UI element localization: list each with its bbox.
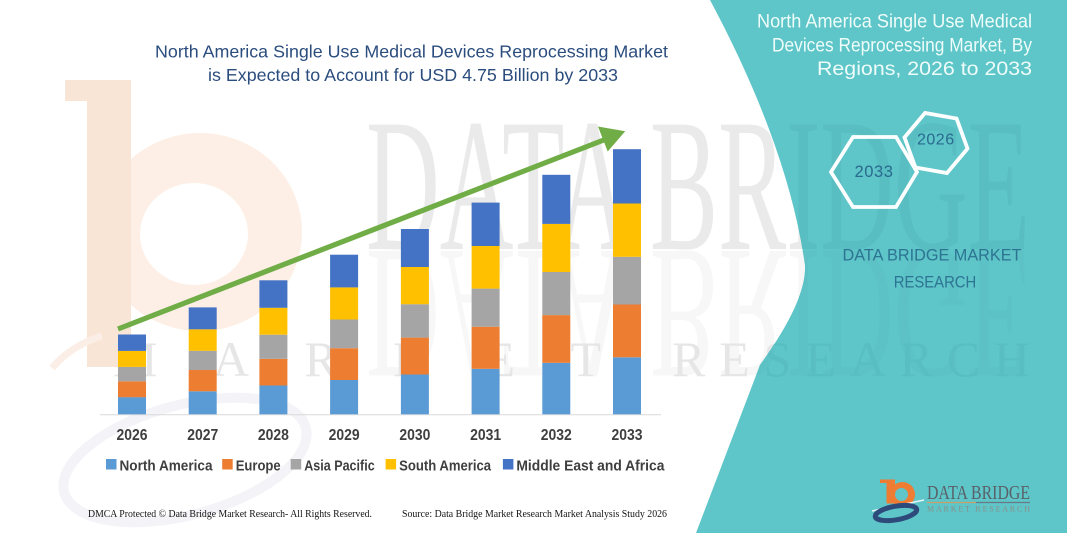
svg-text:South America: South America xyxy=(399,458,492,475)
svg-text:RESEARCH: RESEARCH xyxy=(894,274,977,292)
svg-text:MARKET RESEARCH: MARKET RESEARCH xyxy=(927,505,1030,514)
svg-text:is Expected to Account for USD: is Expected to Account for USD 4.75 Bill… xyxy=(208,65,618,85)
svg-text:2032: 2032 xyxy=(541,427,572,444)
svg-text:2027: 2027 xyxy=(187,427,218,444)
svg-text:2028: 2028 xyxy=(258,427,289,444)
svg-text:North America: North America xyxy=(120,458,214,475)
svg-text:Regions, 2026 to 2033: Regions, 2026 to 2033 xyxy=(817,58,1032,80)
svg-text:DATA BRIDGE MARKET: DATA BRIDGE MARKET xyxy=(843,247,1022,265)
svg-text:2031: 2031 xyxy=(470,427,501,444)
svg-text:North America Single Use Medic: North America Single Use Medical xyxy=(757,11,1032,33)
svg-text:North America Single Use Medic: North America Single Use Medical Devices… xyxy=(155,42,668,62)
svg-text:2030: 2030 xyxy=(399,427,430,444)
svg-text:2026: 2026 xyxy=(117,427,148,444)
svg-text:DATA BRIDGE: DATA BRIDGE xyxy=(927,482,1030,504)
svg-text:2026: 2026 xyxy=(917,132,955,149)
svg-text:2033: 2033 xyxy=(612,427,643,444)
svg-text:DMCA Protected © Data Bridge M: DMCA Protected © Data Bridge Market Rese… xyxy=(88,509,372,520)
svg-text:Source: Data Bridge Market Res: Source: Data Bridge Market Research Mark… xyxy=(402,509,667,520)
svg-text:Europe: Europe xyxy=(236,458,281,475)
svg-text:Middle East and Africa: Middle East and Africa xyxy=(516,458,665,475)
svg-text:Asia Pacific: Asia Pacific xyxy=(304,458,375,475)
svg-text:2033: 2033 xyxy=(854,163,893,181)
svg-text:Devices Reprocessing Market, B: Devices Reprocessing Market, By xyxy=(772,34,1032,56)
svg-text:2029: 2029 xyxy=(329,427,360,444)
